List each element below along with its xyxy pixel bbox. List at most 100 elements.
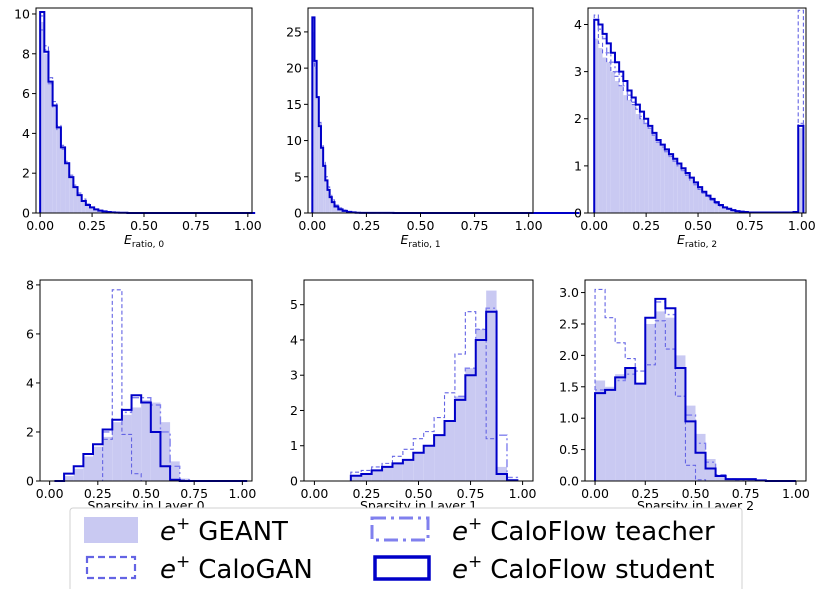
- bar-geant-1-5: [323, 165, 326, 213]
- y-tick-label-0-3: 6: [22, 86, 30, 101]
- bar-geant-2-18: [668, 154, 674, 213]
- bar-geant-1-1: [314, 60, 317, 214]
- bar-geant-2-25: [698, 187, 703, 213]
- bar-geant-4-12: [475, 329, 487, 481]
- legend-label-student: e+ CaloFlow student: [452, 552, 714, 585]
- y-tick-label-3-2: 4: [26, 375, 34, 390]
- bar-geant-4-13: [486, 290, 497, 481]
- bar-geant-2-29: [714, 202, 719, 213]
- bar-geant-5-9: [685, 405, 696, 481]
- y-tick-label-0-1: 2: [22, 166, 30, 181]
- x-tick-label-2-1: 0.25: [632, 218, 660, 233]
- series-line-caloflow-student-5: [594, 297, 796, 482]
- bar-geant-2-5: [614, 81, 620, 213]
- x-tick-label-2-2: 0.50: [684, 218, 712, 233]
- x-tick-label-4-0: 0.00: [300, 486, 328, 501]
- y-tick-label-4-1: 1: [290, 438, 298, 453]
- series-line-caloflow-student-1: [311, 16, 580, 214]
- bar-geant-3-1: [64, 476, 74, 481]
- bar-geant-2-17: [664, 149, 669, 213]
- x-tick-label-3-1: 0.25: [84, 486, 112, 501]
- bar-geant-2-2: [602, 57, 607, 213]
- bar-geant-3-6: [112, 422, 122, 481]
- axes-frame-4: [303, 279, 534, 482]
- series-line-calogan-1: [311, 60, 580, 214]
- bar-geant-5-14: [735, 479, 746, 481]
- bar-geant-0-4: [56, 127, 61, 213]
- x-tick-label-0-2: 0.50: [130, 218, 158, 233]
- bar-geant-1-10: [334, 206, 339, 213]
- axes-frame-2: [587, 7, 807, 214]
- bar-geant-4-4: [392, 463, 403, 481]
- bar-geant-3-12: [170, 461, 180, 481]
- bar-geant-1-8: [329, 197, 332, 213]
- bar-geant-1-0: [312, 31, 315, 213]
- bar-geant-2-32: [727, 208, 732, 213]
- bar-geant-5-8: [675, 355, 686, 481]
- y-tick-label-3-1: 2: [26, 424, 34, 439]
- y-tick-label-3-0: 0: [26, 474, 34, 489]
- bar-geant-2-1: [598, 48, 603, 214]
- bar-geant-4-7: [423, 445, 435, 481]
- bar-geant-1-3: [318, 126, 321, 213]
- bar-geant-2-11: [639, 118, 645, 213]
- y-tick-label-2-3: 3: [574, 64, 582, 79]
- x-tick-label-1-3: 0.75: [461, 218, 489, 233]
- x-tick-label-2-0: 0.00: [580, 218, 608, 233]
- x-tick-label-3-4: 1.00: [228, 486, 256, 501]
- bar-geant-2-4: [610, 71, 615, 213]
- y-tick-label-5-5: 2.5: [559, 316, 579, 331]
- bar-geant-2-9: [631, 104, 636, 213]
- chart-panel-0: 0.00 0.25 0.50 0.75 1.00 0 2 4 6 8 10 Eratio, 0: [14, 6, 262, 250]
- x-axis-label-2: Eratio, 2: [677, 232, 717, 250]
- bar-geant-5-10: [695, 433, 706, 481]
- y-tick-label-0-5: 10: [14, 6, 30, 21]
- legend: e+ GEANT e+ CaloGAN e+ CaloFlow teacher e+ C…: [69, 507, 743, 589]
- bar-geant-3-4: [93, 446, 103, 481]
- bar-geant-5-2: [615, 374, 626, 481]
- bar-geant-3-10: [150, 402, 161, 481]
- x-tick-label-4-3: 0.75: [457, 486, 485, 501]
- bar-geant-5-1: [605, 386, 616, 481]
- bar-geant-3-7: [121, 414, 132, 481]
- bar-geant-2-23: [689, 177, 694, 213]
- bar-geant-2-13: [648, 128, 653, 213]
- x-tick-label-0-3: 0.75: [182, 218, 210, 233]
- x-tick-label-4-2: 0.50: [405, 486, 433, 501]
- x-tick-label-3-3: 0.75: [180, 486, 208, 501]
- bar-geant-2-16: [660, 144, 665, 213]
- legend-swatch-student: [373, 555, 431, 581]
- bar-geant-1-4: [320, 147, 324, 213]
- y-tick-label-4-2: 2: [290, 403, 298, 418]
- legend-label-geant: e+ GEANT: [160, 514, 288, 547]
- x-tick-label-5-2: 0.50: [682, 486, 710, 501]
- x-tick-label-3-0: 0.00: [36, 486, 64, 501]
- axes-frame-1: [307, 7, 534, 214]
- bar-geant-0-13: [94, 209, 99, 213]
- bar-geant-4-1: [361, 473, 372, 481]
- bar-geant-4-9: [444, 421, 455, 481]
- x-tick-label-5-4: 1.00: [782, 486, 810, 501]
- bar-geant-0-5: [60, 147, 66, 213]
- bar-geant-0-14: [98, 210, 103, 213]
- bar-geant-0-9: [77, 195, 82, 213]
- y-tick-label-1-0: 0: [294, 206, 302, 221]
- bar-geant-1-12: [342, 210, 347, 213]
- bar-geant-5-0: [595, 380, 606, 481]
- bar-geant-0-3: [52, 105, 57, 213]
- bar-geant-2-28: [710, 198, 715, 213]
- bar-geant-2-22: [685, 172, 690, 213]
- y-tick-label-2-1: 1: [574, 158, 582, 173]
- y-tick-label-2-2: 2: [574, 111, 582, 126]
- y-tick-label-5-6: 3.0: [559, 285, 579, 300]
- x-tick-label-5-0: 0.00: [581, 486, 609, 501]
- bar-geant-1-2: [316, 97, 319, 213]
- bar-geant-3-9: [141, 400, 151, 481]
- bar-geant-2-26: [702, 191, 707, 213]
- x-tick-label-1-0: 0.00: [298, 218, 326, 233]
- bar-geant-1-7: [327, 189, 330, 213]
